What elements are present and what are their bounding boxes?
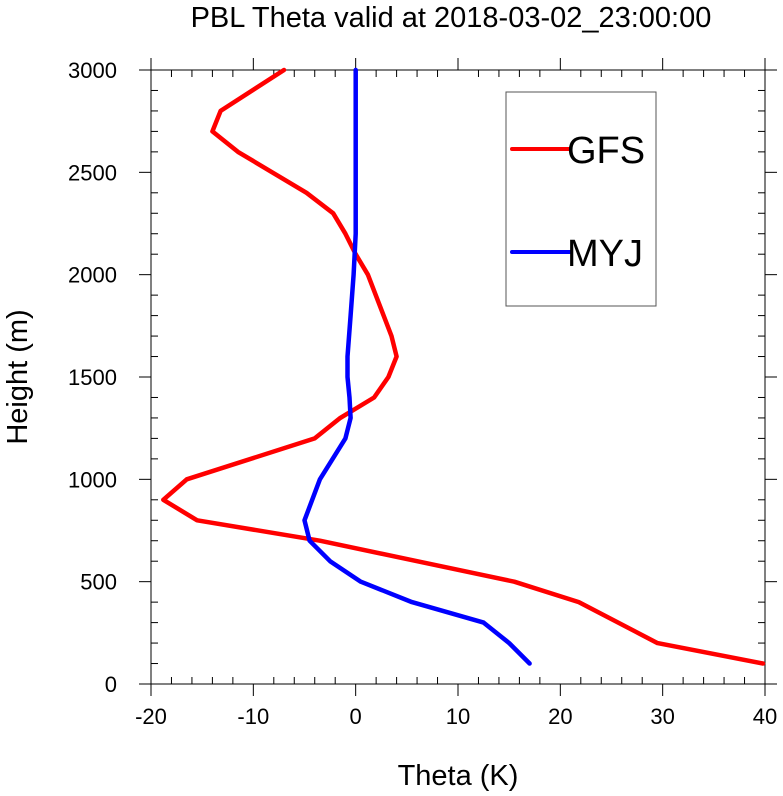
legend-box bbox=[505, 91, 657, 307]
axis-ticks bbox=[139, 58, 777, 696]
y-tick-label: 0 bbox=[105, 672, 117, 697]
y-tick-label: 2500 bbox=[68, 160, 117, 185]
y-tick-label: 2000 bbox=[68, 263, 117, 288]
legend-label-myj: MYJ bbox=[567, 233, 643, 275]
x-tick-label: -10 bbox=[237, 704, 269, 729]
x-tick-label: -20 bbox=[135, 704, 167, 729]
y-tick-labels: 0 500 1000 1500 2000 2500 3000 bbox=[68, 58, 117, 697]
series-line-myj bbox=[302, 67, 532, 666]
x-tick-labels: -20 -10 0 10 20 30 40 bbox=[135, 704, 777, 729]
series-line-gfs bbox=[161, 67, 766, 666]
legend-label-gfs: GFS bbox=[567, 130, 645, 172]
legend: GFS MYJ bbox=[505, 91, 657, 307]
y-tick-label: 500 bbox=[80, 570, 117, 595]
x-tick-label: 10 bbox=[446, 704, 470, 729]
chart-title: PBL Theta valid at 2018-03-02_23:00:00 bbox=[191, 2, 712, 34]
x-tick-label: 0 bbox=[350, 704, 362, 729]
y-axis-label: Height (m) bbox=[2, 309, 34, 444]
x-axis-label: Theta (K) bbox=[398, 760, 519, 792]
x-tick-label: 20 bbox=[548, 704, 572, 729]
y-tick-label: 3000 bbox=[68, 58, 117, 83]
y-tick-label: 1000 bbox=[68, 467, 117, 492]
plot-frame bbox=[150, 69, 766, 685]
x-tick-label: 40 bbox=[753, 704, 777, 729]
y-tick-label: 1500 bbox=[68, 365, 117, 390]
series-lines bbox=[161, 67, 766, 666]
x-tick-label: 30 bbox=[650, 704, 674, 729]
